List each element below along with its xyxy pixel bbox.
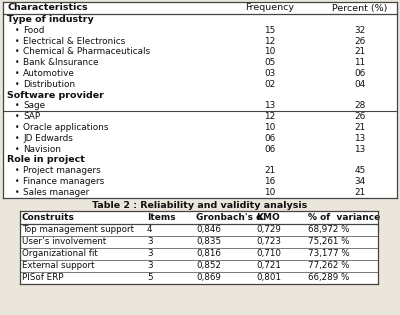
Text: 21: 21 (264, 166, 276, 175)
Text: 28: 28 (354, 101, 366, 110)
Text: 0,852: 0,852 (196, 261, 221, 270)
Text: 06: 06 (264, 145, 276, 153)
Text: Automotive: Automotive (23, 69, 75, 78)
Text: 16: 16 (264, 177, 276, 186)
Text: 21: 21 (354, 123, 366, 132)
Text: 03: 03 (264, 69, 276, 78)
Text: 10: 10 (264, 188, 276, 197)
Text: 21: 21 (354, 47, 366, 56)
Bar (3, 2, 397, 198)
Text: 06: 06 (264, 134, 276, 143)
Text: 5: 5 (147, 273, 153, 282)
Text: Top management support: Top management support (22, 225, 134, 234)
Text: 06: 06 (354, 69, 366, 78)
Text: Sage: Sage (23, 101, 45, 110)
Bar (20, 211, 378, 284)
Text: 66,289 %: 66,289 % (308, 273, 349, 282)
Text: •: • (15, 47, 19, 56)
Text: PISof ERP: PISof ERP (22, 273, 64, 282)
Text: •: • (15, 188, 19, 197)
Text: 3: 3 (147, 237, 153, 246)
Text: •: • (15, 58, 19, 67)
Text: Frequency: Frequency (246, 3, 294, 13)
Text: Software provider: Software provider (7, 90, 104, 100)
Text: 0,710: 0,710 (256, 249, 281, 258)
Text: Organizational fit: Organizational fit (22, 249, 98, 258)
Text: KMO: KMO (256, 213, 280, 221)
Text: Navision: Navision (23, 145, 61, 153)
Text: % of  variance: % of variance (308, 213, 380, 221)
Text: Food: Food (23, 26, 44, 35)
Text: JD Edwards: JD Edwards (23, 134, 73, 143)
Text: 0,816: 0,816 (196, 249, 221, 258)
Text: 10: 10 (264, 123, 276, 132)
Text: 0,729: 0,729 (256, 225, 281, 234)
Text: •: • (15, 80, 19, 89)
Text: 13: 13 (354, 145, 366, 153)
Text: User’s involvement: User’s involvement (22, 237, 106, 246)
Text: 4: 4 (147, 225, 152, 234)
Text: •: • (15, 101, 19, 110)
Text: 3: 3 (147, 249, 153, 258)
Text: External support: External support (22, 261, 94, 270)
Text: 26: 26 (354, 37, 366, 45)
Text: 26: 26 (354, 112, 366, 121)
Text: 21: 21 (354, 188, 366, 197)
Text: 0,869: 0,869 (196, 273, 221, 282)
Text: 3: 3 (147, 261, 153, 270)
Text: 11: 11 (354, 58, 366, 67)
Text: Distribution: Distribution (23, 80, 75, 89)
Text: 0,721: 0,721 (256, 261, 281, 270)
Text: Chemical & Pharmaceuticals: Chemical & Pharmaceuticals (23, 47, 150, 56)
Text: 13: 13 (264, 101, 276, 110)
Text: 02: 02 (264, 80, 276, 89)
Text: 0,846: 0,846 (196, 225, 221, 234)
Text: Items: Items (147, 213, 176, 221)
Text: 77,262 %: 77,262 % (308, 261, 350, 270)
Text: •: • (15, 134, 19, 143)
Text: 0,835: 0,835 (196, 237, 221, 246)
Text: Percent (%): Percent (%) (332, 3, 388, 13)
Text: •: • (15, 112, 19, 121)
Text: 12: 12 (264, 112, 276, 121)
Text: Bank &Insurance: Bank &Insurance (23, 58, 98, 67)
Text: SAP: SAP (23, 112, 40, 121)
Text: 75,261 %: 75,261 % (308, 237, 350, 246)
Text: 0,801: 0,801 (256, 273, 281, 282)
Text: Construits: Construits (22, 213, 75, 221)
Text: 45: 45 (354, 166, 366, 175)
Text: Table 2 : Reliability and validity analysis: Table 2 : Reliability and validity analy… (92, 201, 308, 210)
Text: Electrical & Electronics: Electrical & Electronics (23, 37, 125, 45)
Text: •: • (15, 177, 19, 186)
Text: •: • (15, 26, 19, 35)
Text: •: • (15, 123, 19, 132)
Text: Oracle applications: Oracle applications (23, 123, 108, 132)
Text: 04: 04 (354, 80, 366, 89)
Text: Gronbach's α: Gronbach's α (196, 213, 262, 221)
Text: 13: 13 (354, 134, 366, 143)
Text: Finance managers: Finance managers (23, 177, 104, 186)
Text: •: • (15, 37, 19, 45)
Text: •: • (15, 145, 19, 153)
Text: Role in project: Role in project (7, 155, 85, 164)
Text: 73,177 %: 73,177 % (308, 249, 350, 258)
Text: 32: 32 (354, 26, 366, 35)
Text: 12: 12 (264, 37, 276, 45)
Text: •: • (15, 69, 19, 78)
Text: 10: 10 (264, 47, 276, 56)
Text: Project managers: Project managers (23, 166, 101, 175)
Text: 05: 05 (264, 58, 276, 67)
Text: Type of industry: Type of industry (7, 15, 94, 24)
Text: 68,972 %: 68,972 % (308, 225, 350, 234)
Text: 34: 34 (354, 177, 366, 186)
Text: 15: 15 (264, 26, 276, 35)
Text: 0,723: 0,723 (256, 237, 281, 246)
Text: Sales manager: Sales manager (23, 188, 89, 197)
Text: •: • (15, 166, 19, 175)
Text: Characteristics: Characteristics (7, 3, 88, 13)
